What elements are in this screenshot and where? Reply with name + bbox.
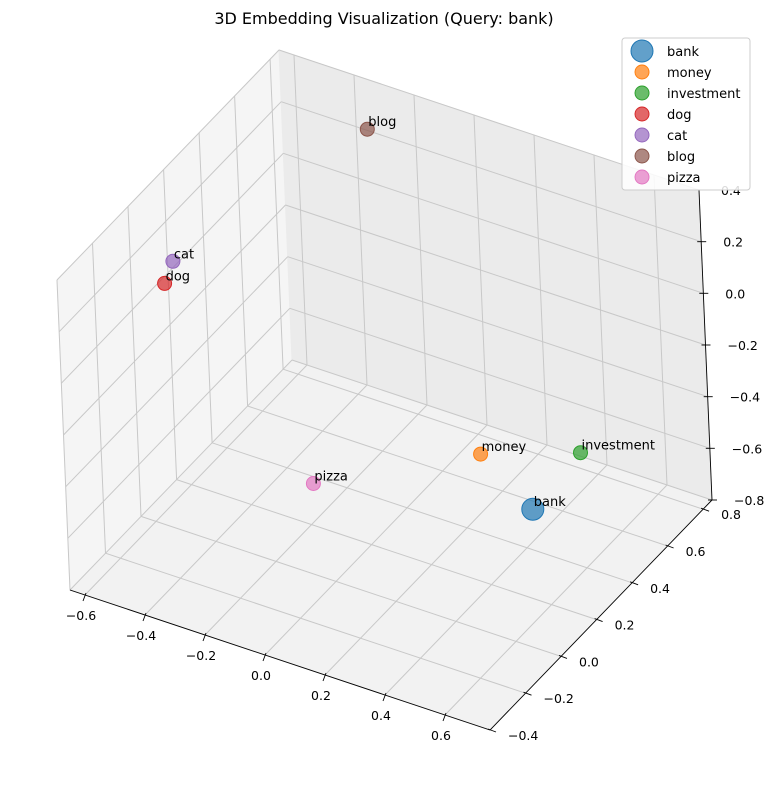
legend-marker-dog bbox=[634, 106, 650, 122]
x-tick bbox=[202, 632, 207, 642]
y-tick-label: 0.2 bbox=[615, 618, 635, 633]
grid-line bbox=[283, 152, 704, 294]
y-tick bbox=[523, 691, 532, 696]
grid-line bbox=[58, 101, 282, 333]
point-label-investment: investment bbox=[582, 439, 655, 454]
legend-marker-bank bbox=[630, 39, 654, 63]
x-tick-label: 0.2 bbox=[311, 688, 331, 703]
z-tick-label: −0.6 bbox=[732, 441, 762, 456]
point-label-cat: cat bbox=[174, 247, 194, 262]
grid-line bbox=[65, 256, 289, 488]
x-tick bbox=[142, 612, 147, 622]
x-tick-label: −0.6 bbox=[66, 608, 96, 623]
grid-line bbox=[384, 464, 608, 696]
x-tick-label: −0.4 bbox=[126, 628, 156, 643]
legend-label-investment: investment bbox=[667, 87, 740, 102]
z-tick-label: 0.0 bbox=[725, 286, 745, 301]
legend-label-cat: cat bbox=[667, 129, 687, 144]
point-cat bbox=[165, 253, 181, 269]
grid-line bbox=[67, 307, 291, 539]
axis-ticks: −0.6 −0.4 −0.2 0.0 0.2 0.4 0.6 −0.4 −0.2 0.0 0.2 0.… bbox=[66, 183, 765, 743]
grid-line bbox=[204, 404, 428, 636]
grid-line bbox=[56, 49, 280, 281]
grid-line bbox=[69, 359, 293, 591]
x-tick-label: 0.0 bbox=[251, 668, 271, 683]
legend-label-pizza: pizza bbox=[667, 171, 700, 186]
y-tick-label: −0.4 bbox=[508, 728, 538, 743]
point-money bbox=[473, 446, 489, 462]
legend-marker-money bbox=[634, 64, 650, 80]
y-tick bbox=[487, 728, 497, 733]
y-tick bbox=[558, 654, 568, 659]
z-tick-label: −0.8 bbox=[734, 493, 764, 508]
y-tick bbox=[629, 581, 639, 586]
point-label-blog: blog bbox=[368, 115, 396, 130]
point-label-pizza: pizza bbox=[314, 470, 347, 485]
legend-marker-pizza bbox=[634, 169, 650, 185]
grid-line bbox=[105, 552, 526, 694]
legend-marker-blog bbox=[634, 148, 650, 164]
point-investment bbox=[573, 445, 588, 461]
grid-line bbox=[140, 515, 562, 657]
x-tick bbox=[382, 692, 387, 702]
x-tick bbox=[442, 712, 447, 722]
y-tick-label: 0.6 bbox=[686, 544, 706, 559]
x-tick bbox=[262, 652, 267, 662]
grid-line bbox=[324, 444, 548, 676]
grid-line bbox=[176, 479, 597, 621]
grid-line bbox=[291, 359, 713, 501]
x-axis-line bbox=[69, 589, 491, 731]
grid-line bbox=[247, 405, 668, 547]
legend-label-dog: dog bbox=[667, 108, 691, 123]
y-tick bbox=[594, 618, 603, 623]
legend-marker-investment bbox=[634, 85, 650, 101]
y-tick-label: 0.8 bbox=[721, 507, 741, 522]
grid-line bbox=[287, 256, 708, 398]
y-tick-label: 0.4 bbox=[650, 581, 670, 596]
legend-marker-cat bbox=[634, 127, 650, 143]
z-tick-label: 0.2 bbox=[723, 235, 743, 250]
x-tick bbox=[322, 672, 327, 682]
grid-line bbox=[282, 368, 704, 510]
y-tick bbox=[700, 507, 710, 512]
point-dog bbox=[157, 275, 173, 291]
grid-line bbox=[281, 101, 702, 243]
point-label-bank: bank bbox=[534, 495, 566, 510]
z-tick-label: −0.2 bbox=[728, 338, 758, 353]
point-label-money: money bbox=[482, 440, 527, 455]
legend-label-bank: bank bbox=[667, 45, 699, 60]
legend-label-blog: blog bbox=[667, 150, 695, 165]
chart-title: 3D Embedding Visualization (Query: bank) bbox=[214, 9, 553, 28]
x-tick-label: 0.6 bbox=[431, 728, 451, 743]
grid-line bbox=[84, 364, 308, 596]
grid-lines bbox=[56, 49, 713, 731]
grid-line bbox=[264, 424, 488, 656]
y-tick-label: −0.2 bbox=[544, 691, 574, 706]
point-label-dog: dog bbox=[166, 269, 190, 284]
x-tick-label: −0.2 bbox=[186, 648, 216, 663]
data-points bbox=[157, 121, 588, 521]
z-tick-label: −0.4 bbox=[730, 390, 760, 405]
y-tick-label: 0.0 bbox=[579, 654, 599, 669]
grid-line bbox=[211, 442, 633, 584]
grid-line bbox=[63, 204, 286, 436]
x-tick bbox=[82, 592, 87, 602]
point-pizza bbox=[305, 476, 321, 491]
grid-line bbox=[289, 307, 710, 449]
legend: bank money investment dog cat blog pizza bbox=[621, 37, 751, 191]
legend-box bbox=[621, 37, 751, 191]
grid-line bbox=[144, 384, 368, 616]
y-tick bbox=[665, 544, 674, 549]
grid-line bbox=[285, 204, 706, 346]
point-bank bbox=[521, 497, 545, 521]
point-blog bbox=[359, 121, 375, 137]
grid-line bbox=[444, 484, 668, 716]
legend-label-money: money bbox=[667, 66, 712, 81]
x-tick-label: 0.4 bbox=[371, 708, 391, 723]
point-labels: bank money investment dog cat blog pizza bbox=[166, 115, 655, 510]
y-axis-line bbox=[489, 499, 713, 731]
